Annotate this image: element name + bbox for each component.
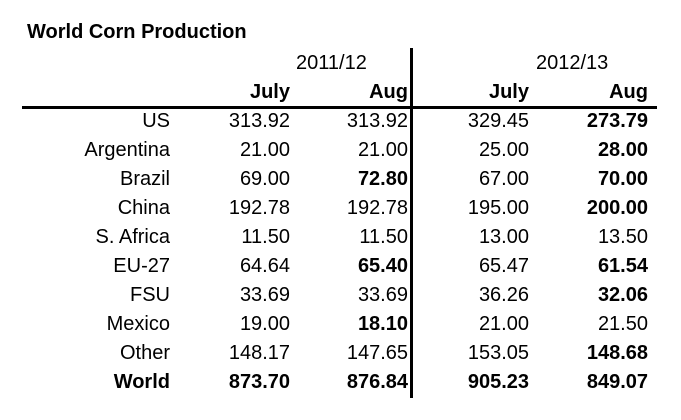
value-cell: 36.26 <box>478 284 529 306</box>
value-cell: 849.07 <box>586 371 648 393</box>
subheader-2012-aug: Aug <box>609 81 648 103</box>
value-cell: 33.69 <box>357 284 408 306</box>
value-cell: 21.00 <box>478 313 529 335</box>
subheader-2011-july: July <box>249 81 290 103</box>
value-cell: 147.65 <box>346 342 408 364</box>
country-label: China <box>117 197 170 219</box>
country-label: S. Africa <box>95 226 170 248</box>
value-cell: 873.70 <box>228 371 290 393</box>
value-cell: 148.17 <box>228 342 290 364</box>
value-cell: 313.92 <box>228 110 290 132</box>
value-cell: 28.00 <box>597 139 648 161</box>
period-header-2011-12: 2011/12 <box>296 52 367 74</box>
table-row: S. Africa 11.50 11.50 13.00 13.50 <box>0 226 681 255</box>
value-cell: 200.00 <box>586 197 648 219</box>
value-cell: 192.78 <box>346 197 408 219</box>
value-cell: 13.00 <box>478 226 529 248</box>
value-cell: 21.00 <box>357 139 408 161</box>
value-cell: 72.80 <box>357 168 408 190</box>
country-label: Brazil <box>119 168 170 190</box>
value-cell: 21.00 <box>239 139 290 161</box>
country-label: Other <box>119 342 170 364</box>
table-row: Mexico 19.00 18.10 21.00 21.50 <box>0 313 681 342</box>
value-cell: 11.50 <box>241 226 290 248</box>
table-row: Argentina 21.00 21.00 25.00 28.00 <box>0 139 681 168</box>
table-row: China 192.78 192.78 195.00 200.00 <box>0 197 681 226</box>
value-cell: 148.68 <box>586 342 648 364</box>
value-cell: 905.23 <box>467 371 529 393</box>
country-label: FSU <box>130 284 170 306</box>
subheader-2012-july: July <box>488 81 529 103</box>
value-cell: 61.54 <box>597 255 648 277</box>
value-cell: 195.00 <box>467 197 529 219</box>
value-cell: 32.06 <box>597 284 648 306</box>
table-row: FSU 33.69 33.69 36.26 32.06 <box>0 284 681 313</box>
period-divider <box>410 48 413 398</box>
table-row: Other 148.17 147.65 153.05 148.68 <box>0 342 681 371</box>
value-cell: 313.92 <box>346 110 408 132</box>
value-cell: 21.50 <box>597 313 648 335</box>
table-row: US 313.92 313.92 329.45 273.79 <box>0 110 681 139</box>
value-cell: 11.50 <box>359 226 408 248</box>
value-cell: 65.40 <box>357 255 408 277</box>
value-cell: 64.64 <box>239 255 290 277</box>
value-cell: 876.84 <box>346 371 408 393</box>
value-cell: 192.78 <box>228 197 290 219</box>
period-header-2012-13: 2012/13 <box>536 52 609 74</box>
value-cell: 153.05 <box>467 342 529 364</box>
country-label: Argentina <box>84 139 170 161</box>
country-label: World <box>113 371 170 393</box>
value-cell: 273.79 <box>586 110 648 132</box>
table-row: Brazil 69.00 72.80 67.00 70.00 <box>0 168 681 197</box>
value-cell: 19.00 <box>239 313 290 335</box>
value-cell: 18.10 <box>357 313 408 335</box>
value-cell: 25.00 <box>478 139 529 161</box>
value-cell: 70.00 <box>597 168 648 190</box>
value-cell: 69.00 <box>239 168 290 190</box>
value-cell: 13.50 <box>597 226 648 248</box>
value-cell: 65.47 <box>478 255 529 277</box>
table-row: EU-27 64.64 65.40 65.47 61.54 <box>0 255 681 284</box>
value-cell: 33.69 <box>239 284 290 306</box>
table-row: World 873.70 876.84 905.23 849.07 <box>0 371 681 400</box>
header-rule <box>22 106 657 109</box>
country-label: Mexico <box>106 313 170 335</box>
value-cell: 329.45 <box>467 110 529 132</box>
country-label: US <box>142 110 170 132</box>
country-label: EU-27 <box>113 255 170 277</box>
table-title: World Corn Production <box>27 21 247 43</box>
subheader-2011-aug: Aug <box>369 81 408 103</box>
value-cell: 67.00 <box>478 168 529 190</box>
